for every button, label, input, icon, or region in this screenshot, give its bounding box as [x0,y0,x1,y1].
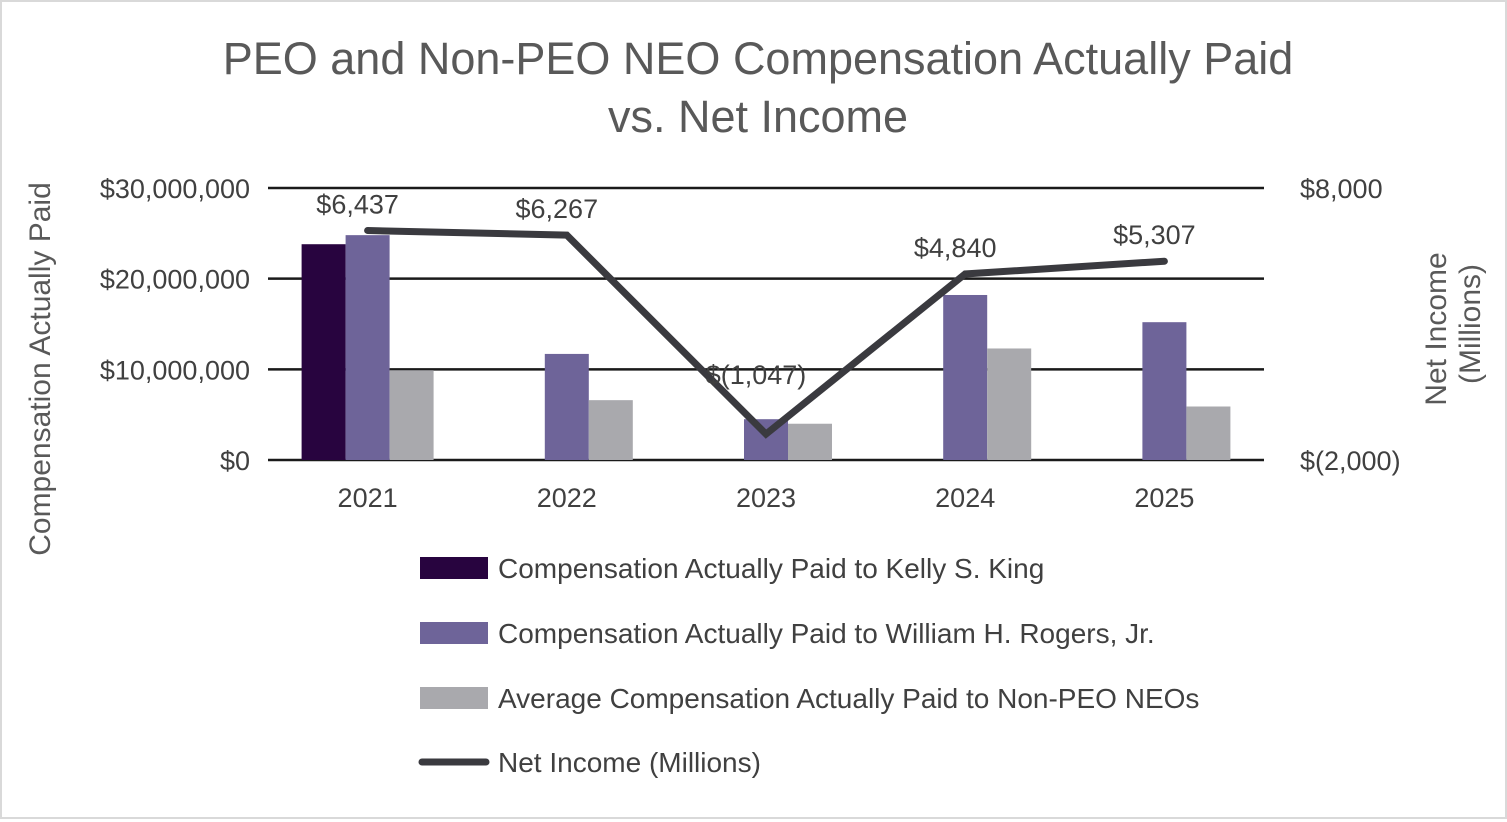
legend-label-3: Average Compensation Actually Paid to No… [498,683,1199,714]
net-income-data-label-2023: $(1,047) [706,360,807,390]
bar-3-2022 [588,400,633,460]
legend-label-4: Net Income (Millions) [498,747,761,778]
bar-2-2025 [1142,322,1187,460]
chart-title-line-2: vs. Net Income [608,91,908,142]
x-tick-label-2025: 2025 [1134,483,1194,513]
chart-title-line-1: PEO and Non-PEO NEO Compensation Actuall… [223,33,1294,84]
y-axis-title-left: Compensation Actually Paid [24,182,57,556]
legend-swatch-1 [420,557,488,579]
y-tick-label-left: $0 [220,446,250,476]
y-axis-title-right-line-2: (Millions) [1454,264,1487,384]
y-tick-label-right: $(2,000) [1300,446,1401,476]
net-income-data-label-2021: $6,437 [316,190,399,220]
bar-2-2024 [943,294,988,460]
y-axis-title-right-line-1: Net Income [1420,252,1453,405]
x-tick-label-2022: 2022 [537,483,597,513]
y-tick-label-left: $20,000,000 [100,265,250,295]
legend-label-1: Compensation Actually Paid to Kelly S. K… [498,553,1044,584]
y-tick-label-right: $8,000 [1300,174,1383,204]
bar-2-2021 [345,235,390,460]
x-tick-label-2024: 2024 [935,483,995,513]
bar-2-2022 [544,353,589,460]
x-tick-label-2021: 2021 [338,483,398,513]
net-income-data-label-2022: $6,267 [516,194,599,224]
net-income-data-label-2025: $5,307 [1113,220,1196,250]
legend-swatch-3 [420,687,488,709]
bar-3-2021 [389,370,434,460]
bar-3-2025 [1186,406,1231,460]
legend-label-2: Compensation Actually Paid to William H.… [498,618,1155,649]
net-income-line [364,227,1168,439]
y-tick-label-left: $10,000,000 [100,355,250,385]
x-tick-label-2023: 2023 [736,483,796,513]
bar-1-2021 [301,244,346,460]
bar-3-2024 [987,348,1032,460]
net-income-data-label-2024: $4,840 [914,233,997,263]
bar-3-2023 [788,423,832,460]
legend-swatch-2 [420,622,488,644]
y-tick-label-left: $30,000,000 [100,174,250,204]
